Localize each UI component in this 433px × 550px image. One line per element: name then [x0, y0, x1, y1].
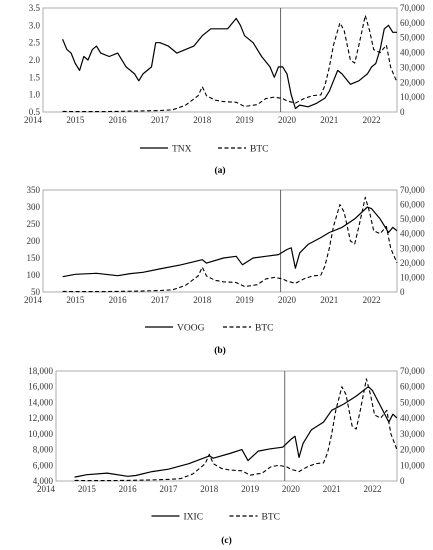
- y-right-tick-label: 50,000: [400, 33, 425, 43]
- y-left-tick-label: 3.5: [29, 3, 41, 13]
- y-right-tick-label: 70,000: [400, 185, 425, 195]
- x-tick-label: 2019: [236, 295, 255, 305]
- series-line-ixic: [74, 386, 398, 478]
- y-right-tick-label: 50,000: [400, 214, 425, 224]
- y-left-tick-label: 0.5: [29, 107, 41, 117]
- y-right-tick-label: 70,000: [400, 3, 425, 13]
- x-tick-label: 2014: [37, 484, 56, 494]
- y-left-tick-label: 350: [27, 185, 41, 195]
- y-left-tick-label: 250: [27, 219, 41, 229]
- legend-label-btc: BTC: [262, 513, 280, 523]
- x-tick-label: 2015: [78, 484, 97, 494]
- y-right-tick-label: 20,000: [400, 258, 425, 268]
- x-tick-label: 2021: [320, 115, 338, 125]
- y-right-tick-label: 40,000: [400, 48, 425, 58]
- x-tick-label: 2022: [364, 484, 382, 494]
- plot-frame: [42, 7, 398, 113]
- y-left-tick-label: 50: [31, 287, 41, 297]
- y-right-tick-label: 40,000: [400, 413, 425, 423]
- y-right-tick-label: 0: [400, 287, 405, 297]
- series-line-voog: [62, 206, 398, 278]
- panel-caption: (c): [221, 535, 232, 546]
- series-line-btc: [74, 378, 398, 482]
- y-right-tick-label: 40,000: [400, 229, 425, 239]
- y-left-tick-label: 2.5: [29, 38, 41, 48]
- x-tick-label: 2016: [109, 295, 128, 305]
- legend-label-ixic: IXIC: [184, 513, 204, 523]
- x-tick-label: 2019: [241, 484, 260, 494]
- x-tick-label: 2017: [159, 484, 178, 494]
- series-line-tnx: [62, 17, 397, 110]
- x-tick-label: 2018: [193, 115, 212, 125]
- y-left-tick-label: 3.0: [29, 20, 41, 30]
- legend-label-btc: BTC: [250, 145, 268, 155]
- x-tick-label: 2022: [363, 115, 381, 125]
- x-tick-label: 2014: [24, 115, 43, 125]
- y-left-tick-label: 1.0: [29, 90, 41, 100]
- y-right-tick-label: 0: [400, 107, 405, 117]
- x-tick-label: 2015: [66, 295, 85, 305]
- legend-label-voog: VOOG: [177, 324, 205, 334]
- x-tick-label: 2021: [323, 484, 341, 494]
- x-tick-label: 2020: [278, 115, 297, 125]
- x-tick-label: 2018: [193, 295, 212, 305]
- y-left-tick-label: 6,000: [33, 460, 54, 470]
- y-right-tick-label: 60,000: [400, 18, 425, 28]
- y-left-tick-label: 300: [27, 202, 41, 212]
- y-right-tick-label: 60,000: [400, 200, 425, 210]
- y-right-tick-label: 30,000: [400, 62, 425, 72]
- y-right-tick-label: 10,000: [400, 272, 425, 282]
- x-tick-label: 2017: [151, 295, 170, 305]
- y-right-tick-label: 20,000: [400, 445, 425, 455]
- y-right-tick-label: 60,000: [400, 382, 425, 392]
- y-left-tick-label: 150: [27, 253, 41, 263]
- x-tick-label: 2016: [109, 115, 128, 125]
- panel-caption: (a): [214, 165, 225, 176]
- x-tick-label: 2014: [24, 295, 43, 305]
- panel-caption: (b): [214, 345, 226, 356]
- y-left-tick-label: 8,000: [33, 445, 54, 455]
- y-left-tick-label: 18,000: [28, 366, 53, 376]
- y-left-tick-label: 200: [27, 236, 41, 246]
- x-tick-label: 2017: [151, 115, 170, 125]
- chart-panel-2: 50 100 150 200 250 300 350 0 10,000 20,000 30,000 4…: [24, 185, 425, 356]
- y-right-tick-label: 30,000: [400, 243, 425, 253]
- chart-panel-1: 0.5 1.0 1.5 2.0 2.5 3.0 3.5 0 10,000 20,000 30,000…: [24, 3, 425, 176]
- x-tick-label: 2020: [282, 484, 301, 494]
- y-right-tick-label: 10,000: [400, 460, 425, 470]
- y-right-tick-label: 30,000: [400, 429, 425, 439]
- y-left-tick-label: 12,000: [28, 413, 53, 423]
- legend-label-btc: BTC: [255, 324, 273, 334]
- y-left-tick-label: 14,000: [28, 397, 53, 407]
- plot-frame: [55, 370, 398, 482]
- x-tick-label: 2021: [320, 295, 338, 305]
- x-tick-label: 2019: [236, 115, 255, 125]
- series-line-btc: [62, 196, 398, 293]
- y-left-tick-label: 2.0: [29, 55, 41, 65]
- x-tick-label: 2020: [278, 295, 297, 305]
- chart-panel-3: 4,000 6,000 8,000 10,000 12,000 14,000 16,000 1…: [28, 366, 425, 546]
- y-right-tick-label: 20,000: [400, 77, 425, 87]
- y-left-tick-label: 4,000: [33, 476, 54, 486]
- y-right-tick-label: 50,000: [400, 397, 425, 407]
- y-left-tick-label: 10,000: [28, 429, 53, 439]
- x-tick-label: 2015: [66, 115, 85, 125]
- y-left-tick-label: 16,000: [28, 382, 53, 392]
- y-left-tick-label: 1.5: [29, 72, 41, 82]
- x-tick-label: 2022: [363, 295, 381, 305]
- legend-label-tnx: TNX: [172, 145, 192, 155]
- plot-frame: [42, 189, 398, 293]
- y-left-tick-label: 100: [27, 270, 41, 280]
- y-right-tick-label: 0: [400, 476, 405, 486]
- y-right-tick-label: 70,000: [400, 366, 425, 376]
- series-line-btc: [62, 14, 398, 113]
- x-tick-label: 2018: [200, 484, 219, 494]
- x-tick-label: 2016: [119, 484, 138, 494]
- y-right-tick-label: 10,000: [400, 92, 425, 102]
